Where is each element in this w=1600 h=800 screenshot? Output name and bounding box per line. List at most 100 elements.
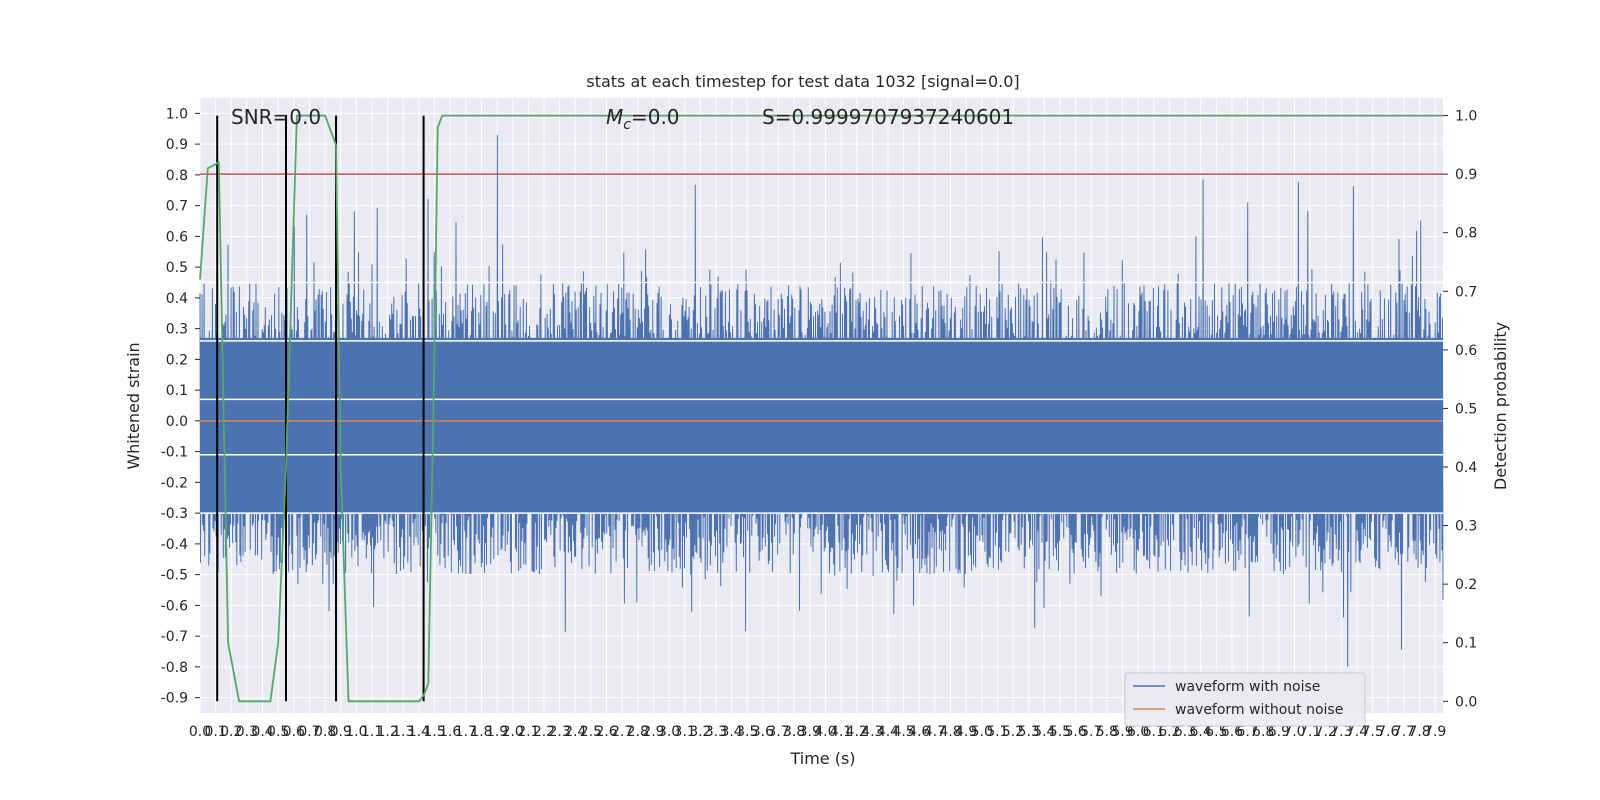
x-tick-label: 1.1 [361, 724, 383, 740]
chart-title: stats at each timestep for test data 103… [586, 72, 1019, 91]
x-tick-label: 5.5 [1049, 724, 1071, 740]
detection-probability-line [199, 114, 1443, 703]
x-tick-label: 2.9 [642, 724, 664, 740]
x-tick-label: 2.3 [548, 724, 570, 740]
x-tick-label: 2.4 [564, 724, 586, 740]
x-tick-label: 2.1 [517, 724, 539, 740]
x-tick-label: 0.2 [220, 724, 242, 740]
x-tick-label: 3.7 [767, 724, 789, 740]
waveform-with-noise-series [199, 134, 1444, 667]
x-tick-label: 4.7 [924, 724, 946, 740]
x-tick-label: 0.7 [298, 724, 320, 740]
y-axis-right-ticks: 1.0 0.9 0.8 0.7 0.6 0.5 0.4 0.3 0.2 0.1 0.0 [1443, 109, 1477, 710]
y-tick-label: 0.0 [166, 414, 188, 430]
y-tick-label: -0.5 [161, 568, 188, 584]
y-tick-label: -0.9 [161, 691, 188, 707]
x-tick-label: 6.7 [1236, 724, 1258, 740]
x-tick-label: 6.1 [1143, 724, 1165, 740]
x-tick-label: 3.8 [783, 724, 805, 740]
x-tick-label: 6.2 [1158, 724, 1180, 740]
x-tick-label: 2.5 [580, 724, 602, 740]
x-tick-label: 7.9 [1424, 724, 1446, 740]
x-tick-label: 3.4 [720, 724, 742, 740]
y-tick-label: 0.7 [166, 199, 188, 215]
y-tick-label: 1.0 [166, 106, 188, 122]
x-tick-label: 0.4 [251, 724, 273, 740]
x-tick-label: 3.9 [799, 724, 821, 740]
x-tick-label: 6.0 [1127, 724, 1149, 740]
x-tick-label: 0.3 [236, 724, 258, 740]
x-tick-label: 5.1 [986, 724, 1008, 740]
x-tick-label: 0.0 [189, 724, 211, 740]
y-tick-label: 0.6 [166, 229, 188, 245]
x-tick-label: 3.6 [752, 724, 774, 740]
x-tick-label: 4.8 [939, 724, 961, 740]
y2-tick-label: 1.0 [1455, 109, 1477, 125]
y2-tick-label: 0.3 [1455, 519, 1477, 535]
x-axis-ticks: 0.00.10.20.30.40.50.60.70.80.91.01.11.21… [189, 724, 1446, 740]
mc-symbol: M [606, 105, 623, 129]
mc-annotation: Mc=0.0 [606, 105, 680, 133]
x-tick-label: 0.5 [267, 724, 289, 740]
y2-tick-label: 0.8 [1455, 226, 1477, 242]
x-axis-label: Time (s) [789, 749, 855, 768]
y2-tick-label: 0.5 [1455, 401, 1477, 417]
x-tick-label: 0.8 [314, 724, 336, 740]
x-tick-label: 4.9 [955, 724, 977, 740]
x-tick-label: 7.6 [1377, 724, 1399, 740]
x-tick-label: 4.6 [908, 724, 930, 740]
legend-box [1124, 672, 1366, 727]
y-tick-label: -0.2 [161, 475, 188, 491]
y-tick-label: -0.6 [161, 598, 188, 614]
x-tick-label: 5.8 [1096, 724, 1118, 740]
y2-tick-label: 0.9 [1455, 167, 1477, 183]
legend: waveform with noise waveform without noi… [1124, 672, 1366, 727]
y-tick-label: 0.9 [166, 137, 188, 153]
x-tick-label: 2.8 [627, 724, 649, 740]
x-tick-label: 3.3 [705, 724, 727, 740]
y-tick-label: 0.2 [166, 352, 188, 368]
snr-annotation: SNR=0.0 [231, 105, 321, 129]
y2-tick-label: 0.7 [1455, 284, 1477, 300]
x-tick-label: 1.9 [486, 724, 508, 740]
x-tick-label: 4.0 [814, 724, 836, 740]
x-tick-label: 3.5 [736, 724, 758, 740]
x-tick-label: 0.6 [283, 724, 305, 740]
x-tick-label: 5.2 [1002, 724, 1024, 740]
x-tick-label: 2.0 [502, 724, 524, 740]
x-tick-label: 3.1 [674, 724, 696, 740]
y-axis-left-ticks: 1.0 0.9 0.8 0.7 0.6 0.5 0.4 0.3 0.2 0.1 0.0 -0.1 -0.… [161, 106, 200, 707]
y2-tick-label: 0.1 [1455, 636, 1477, 652]
x-tick-label: 4.1 [830, 724, 852, 740]
y-tick-label: -0.1 [161, 445, 188, 461]
x-tick-label: 3.2 [689, 724, 711, 740]
x-tick-label: 2.7 [611, 724, 633, 740]
waveform-dense-band [200, 337, 1443, 514]
y-tick-label: -0.7 [161, 629, 188, 645]
x-tick-label: 6.3 [1174, 724, 1196, 740]
x-tick-label: 5.6 [1064, 724, 1086, 740]
x-tick-label: 7.3 [1330, 724, 1352, 740]
x-tick-label: 4.3 [861, 724, 883, 740]
y-tick-label: 0.4 [166, 291, 188, 307]
y-axis-label: Whitened strain [124, 342, 143, 469]
x-tick-label: 1.4 [408, 724, 430, 740]
x-tick-label: 1.6 [439, 724, 461, 740]
y-tick-label: 0.3 [166, 322, 188, 338]
x-tick-label: 1.3 [392, 724, 414, 740]
x-tick-label: 3.0 [658, 724, 680, 740]
x-tick-label: 6.9 [1268, 724, 1290, 740]
y2-tick-label: 0.4 [1455, 460, 1477, 476]
x-tick-label: 7.7 [1393, 724, 1415, 740]
x-tick-label: 1.0 [345, 724, 367, 740]
x-tick-label: 4.5 [892, 724, 914, 740]
x-tick-label: 2.2 [533, 724, 555, 740]
x-tick-label: 2.6 [595, 724, 617, 740]
x-tick-label: 6.6 [1221, 724, 1243, 740]
x-tick-label: 7.8 [1408, 724, 1430, 740]
y2-axis-label: Detection probability [1491, 322, 1510, 490]
x-tick-label: 1.8 [470, 724, 492, 740]
x-tick-label: 5.9 [1111, 724, 1133, 740]
y2-tick-label: 0.0 [1455, 694, 1477, 710]
